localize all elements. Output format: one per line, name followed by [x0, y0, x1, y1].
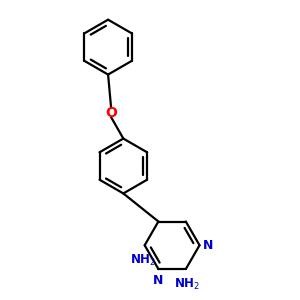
- Text: N: N: [153, 274, 164, 286]
- Text: NH$_2$: NH$_2$: [174, 277, 200, 292]
- Text: N: N: [203, 239, 214, 252]
- Text: O: O: [105, 106, 117, 120]
- Text: NH$_2$: NH$_2$: [130, 253, 156, 268]
